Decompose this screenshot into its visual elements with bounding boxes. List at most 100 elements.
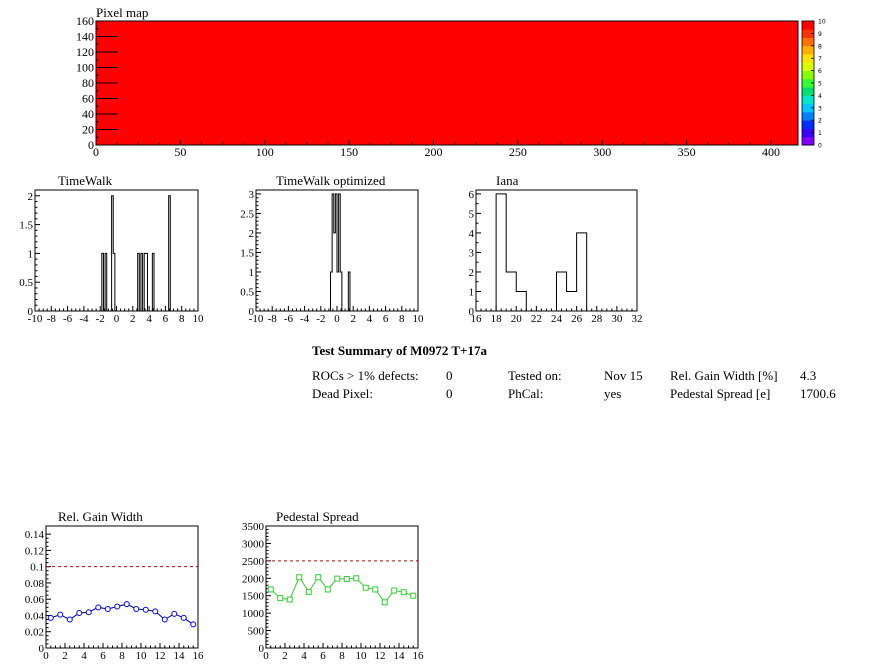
timewalk_opt-xtick-label: 10 bbox=[413, 313, 425, 325]
timewalk_opt-xtick-label: 4 bbox=[367, 313, 373, 325]
pedestal_spread-ytick-label: 0 bbox=[259, 643, 265, 655]
timewalk-ytick-label: 2 bbox=[28, 191, 34, 203]
pixel_map-ytick-label: 20 bbox=[82, 123, 94, 137]
pixel_map-xtick-label: 100 bbox=[256, 145, 274, 159]
gain-width-point bbox=[95, 604, 102, 611]
timewalk-xtick-label: 4 bbox=[146, 313, 152, 325]
timewalk_opt-ytick-label: 1.5 bbox=[240, 247, 254, 259]
timewalk_opt-xtick-label: 2 bbox=[350, 313, 356, 325]
pedestal-spread-point bbox=[277, 595, 284, 602]
gain_width-ytick-label: 0 bbox=[39, 643, 45, 655]
timewalk_opt-frame bbox=[255, 189, 419, 312]
iana-xtick-label: 20 bbox=[511, 313, 523, 325]
gain-width-point bbox=[57, 611, 64, 618]
iana-ytick-label: 6 bbox=[469, 189, 475, 201]
timewalk_opt-ytick-label: 2.5 bbox=[240, 208, 254, 220]
colorbar-segment bbox=[802, 21, 814, 30]
pixel_map-title: Pixel map bbox=[96, 5, 148, 20]
timewalk-ytick-label: 1 bbox=[28, 248, 34, 260]
gain_width-ytick-label: 0.12 bbox=[25, 545, 44, 557]
timewalk_opt-bar bbox=[334, 233, 336, 311]
pixel_map-ytick-label: 140 bbox=[76, 30, 94, 44]
summary-label-dead-pixel: Dead Pixel: bbox=[312, 386, 374, 401]
gain_width-ytick-label: 0.02 bbox=[25, 627, 44, 639]
colorbar-segment bbox=[802, 120, 814, 129]
timewalk-ytick-label: 1.5 bbox=[19, 220, 33, 232]
gain-width-point bbox=[104, 605, 111, 612]
pedestal_spread-frame bbox=[265, 525, 419, 649]
iana-bar bbox=[496, 194, 506, 311]
gain_width-xtick-label: 8 bbox=[119, 650, 125, 662]
pedestal-spread-point bbox=[362, 584, 369, 591]
pedestal-spread-point bbox=[391, 587, 398, 594]
summary-label-phcal: PhCal: bbox=[508, 386, 544, 401]
timewalk-xtick-label: -2 bbox=[96, 313, 105, 325]
gain-width-point bbox=[161, 616, 168, 623]
gain_width-frame bbox=[45, 525, 199, 649]
timewalk-xtick-label: -8 bbox=[47, 313, 57, 325]
pedestal_spread-ytick-label: 3000 bbox=[242, 538, 265, 550]
summary-value-tested-on: Nov 15 bbox=[604, 368, 643, 383]
gain_width-ytick-label: 0.08 bbox=[25, 578, 45, 590]
colorbar-segment bbox=[802, 78, 814, 88]
summary-value-pedestal-spread: 1700.6 bbox=[800, 386, 836, 401]
pedestal-spread-point bbox=[267, 586, 274, 593]
pedestal-spread-point bbox=[353, 575, 360, 582]
timewalk_opt-xtick-label: -2 bbox=[316, 313, 325, 325]
pedestal-spread-point bbox=[334, 575, 341, 582]
pedestal_spread-ytick-label: 2000 bbox=[242, 573, 265, 585]
iana-ytick-label: 5 bbox=[469, 208, 475, 220]
iana-xtick-label: 32 bbox=[632, 313, 643, 325]
iana-bar bbox=[567, 291, 577, 311]
colorbar-segment bbox=[802, 103, 814, 113]
iana-xtick-label: 28 bbox=[591, 313, 603, 325]
gain_width-ytick-label: 0.1 bbox=[30, 562, 44, 574]
pedestal_spread-ytick-label: 1500 bbox=[242, 591, 265, 603]
iana-frame bbox=[475, 189, 638, 312]
colorbar-segment bbox=[802, 95, 814, 105]
summary-value-rocs-defects: 0 bbox=[446, 368, 453, 383]
colorbar-segment bbox=[802, 70, 814, 80]
gain_width-title: Rel. Gain Width bbox=[58, 509, 143, 524]
colorbar-tick-label: 7 bbox=[818, 56, 822, 63]
gain_width-ytick-label: 0.04 bbox=[25, 610, 45, 622]
pixel_map-xtick-label: 400 bbox=[762, 145, 780, 159]
pixel_map-xtick-label: 250 bbox=[509, 145, 527, 159]
iana-ytick-label: 0 bbox=[469, 306, 475, 318]
iana-xtick-label: 18 bbox=[491, 313, 503, 325]
timewalk-xtick-label: -10 bbox=[28, 313, 43, 325]
pedestal_spread-xtick-label: 16 bbox=[413, 650, 425, 662]
gain_width-xtick-label: 0 bbox=[43, 650, 49, 662]
timewalk_opt-xtick-label: -10 bbox=[249, 313, 264, 325]
iana-title: Iana bbox=[496, 173, 519, 188]
gain-width-point bbox=[123, 601, 130, 608]
summary-label-pedestal-spread: Pedestal Spread [e] bbox=[670, 386, 771, 401]
timewalk_opt-bar bbox=[337, 272, 339, 311]
summary-label-rocs-defects: ROCs > 1% defects: bbox=[312, 368, 419, 383]
timewalk-xtick-label: 8 bbox=[179, 313, 185, 325]
iana-histogram bbox=[495, 193, 588, 311]
summary-value-dead-pixel: 0 bbox=[446, 386, 453, 401]
timewalk-xtick-label: 6 bbox=[163, 313, 169, 325]
timewalk-xtick-label: 2 bbox=[130, 313, 136, 325]
iana-xtick-label: 16 bbox=[471, 313, 483, 325]
timewalk-title: TimeWalk bbox=[58, 173, 113, 188]
gain_width-series-line bbox=[50, 603, 194, 625]
colorbar-tick-label: 6 bbox=[818, 68, 822, 75]
timewalk-xtick-label: 10 bbox=[193, 313, 205, 325]
gain-width-point bbox=[133, 605, 140, 612]
iana-ytick-label: 2 bbox=[469, 267, 475, 279]
iana-ytick-label: 4 bbox=[469, 228, 475, 240]
timewalk_opt-xtick-label: -4 bbox=[300, 313, 310, 325]
colorbar-tick-label: 4 bbox=[818, 93, 822, 100]
colorbar-segment bbox=[802, 87, 814, 96]
pixel_map-ytick-label: 0 bbox=[88, 138, 94, 152]
pedestal-spread-point bbox=[315, 574, 322, 581]
pedestal_spread-xtick-label: 6 bbox=[320, 650, 326, 662]
pedestal-spread-point bbox=[400, 589, 407, 596]
gain-width-point bbox=[180, 614, 187, 621]
pixel_map-xtick-label: 150 bbox=[340, 145, 358, 159]
iana-ytick-label: 1 bbox=[469, 286, 475, 298]
timewalk_opt-title: TimeWalk optimized bbox=[276, 173, 386, 188]
gain-width-point bbox=[66, 616, 73, 623]
